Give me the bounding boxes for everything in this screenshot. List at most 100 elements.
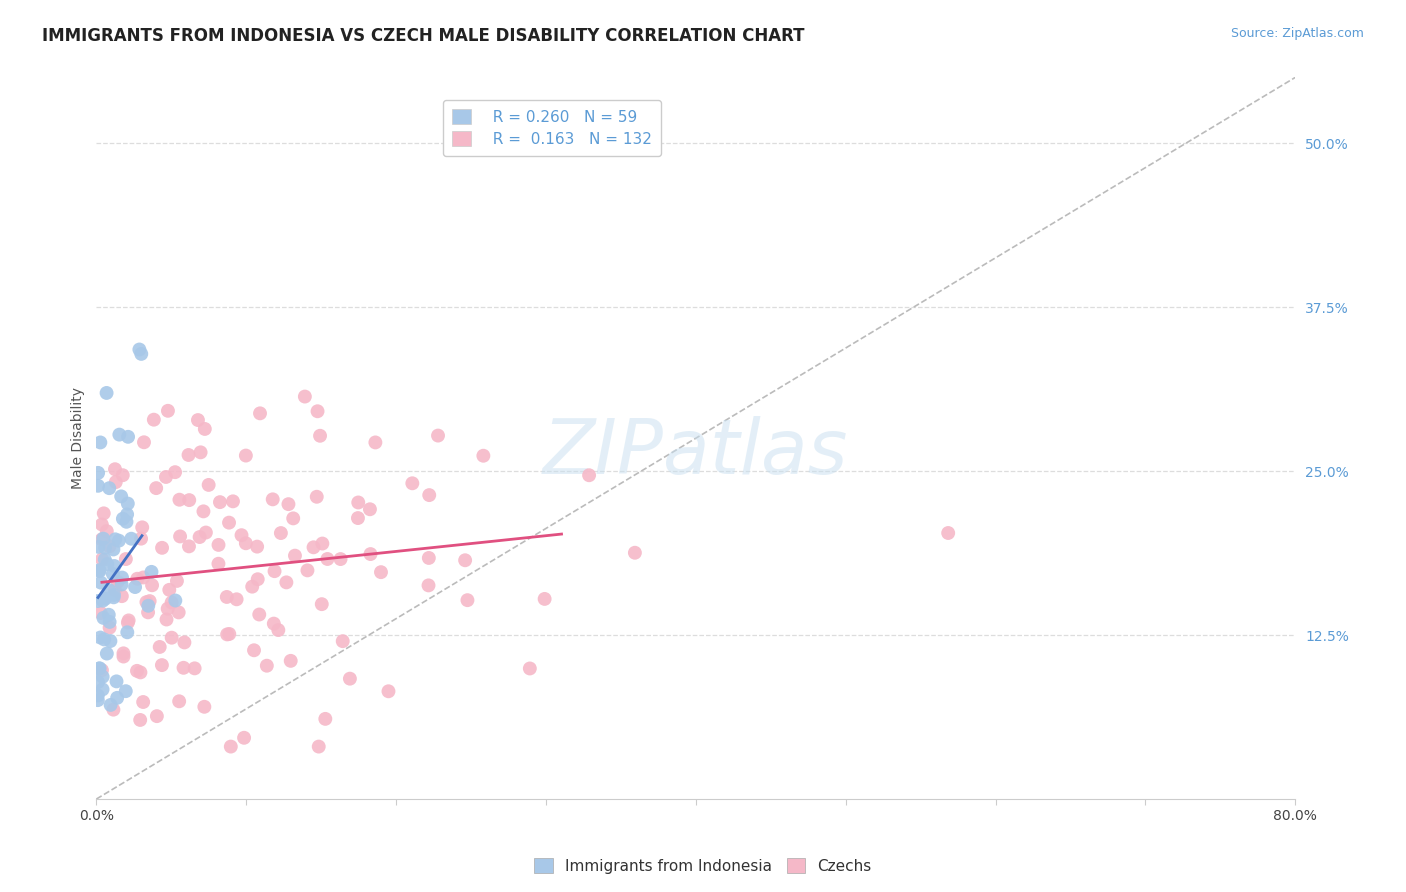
Point [87, 479, 110, 493]
Point [89, 563, 111, 577]
Point [87, 689, 110, 703]
Point [125, 664, 148, 678]
Point [94, 552, 117, 566]
Point [104, 533, 127, 547]
Point [112, 649, 135, 664]
Point [160, 595, 183, 609]
Point [157, 582, 180, 597]
Point [454, 553, 477, 567]
Point [96, 524, 118, 538]
Point [233, 731, 256, 745]
Point [207, 538, 229, 552]
Point [117, 430, 139, 444]
Point [194, 422, 217, 436]
Point [89, 661, 111, 675]
Point [222, 494, 245, 508]
Point [131, 520, 153, 534]
Point [519, 661, 541, 675]
Point [100, 634, 122, 648]
Point [243, 643, 266, 657]
Point [194, 525, 217, 540]
Point [179, 493, 201, 508]
Point [276, 575, 298, 590]
Point [150, 658, 173, 673]
Text: Source: ZipAtlas.com: Source: ZipAtlas.com [1230, 27, 1364, 40]
Point [294, 390, 316, 404]
Point [219, 739, 242, 754]
Point [91, 682, 114, 697]
Point [166, 574, 188, 588]
Point [132, 435, 155, 450]
Point [104, 475, 127, 489]
Point [98, 615, 121, 629]
Point [110, 490, 132, 504]
Point [262, 492, 284, 507]
Point [110, 577, 132, 591]
Point [215, 590, 238, 604]
Point [89, 564, 111, 578]
Point [246, 540, 269, 554]
Point [177, 540, 200, 554]
Point [98, 481, 121, 495]
Point [98, 539, 121, 553]
Point [329, 552, 352, 566]
Point [100, 698, 122, 712]
Point [263, 564, 285, 578]
Point [93, 611, 115, 625]
Point [87, 466, 110, 480]
Point [96, 557, 118, 571]
Point [114, 684, 136, 698]
Point [111, 570, 134, 584]
Point [177, 448, 200, 462]
Point [218, 627, 240, 641]
Point [359, 502, 381, 516]
Point [103, 703, 125, 717]
Point [111, 589, 134, 603]
Point [316, 552, 339, 566]
Point [231, 528, 253, 542]
Text: IMMIGRANTS FROM INDONESIA VS CZECH MALE DISABILITY CORRELATION CHART: IMMIGRANTS FROM INDONESIA VS CZECH MALE … [42, 27, 804, 45]
Point [235, 536, 257, 550]
Point [120, 532, 142, 546]
Point [94, 541, 117, 555]
Point [311, 536, 333, 550]
Point [98, 621, 121, 635]
Point [167, 694, 190, 708]
Point [138, 594, 160, 608]
Point [456, 593, 478, 607]
Point [156, 404, 179, 418]
Point [283, 511, 305, 525]
Point [103, 559, 125, 574]
Point [193, 504, 215, 518]
Point [105, 690, 128, 705]
Point [347, 495, 370, 509]
Point [297, 563, 319, 577]
Point [128, 343, 150, 357]
Point [235, 449, 257, 463]
Point [132, 695, 155, 709]
Point [302, 541, 325, 555]
Point [427, 428, 450, 442]
Point [97, 607, 120, 622]
Point [267, 623, 290, 637]
Point [418, 551, 440, 566]
Point [87, 675, 110, 690]
Point [117, 615, 139, 630]
Point [309, 429, 332, 443]
Point [173, 635, 195, 649]
Point [94, 591, 117, 606]
Point [314, 712, 336, 726]
Point [360, 547, 382, 561]
Point [240, 580, 263, 594]
Point [277, 497, 299, 511]
Point [208, 495, 231, 509]
Point [108, 533, 131, 548]
Point [96, 647, 118, 661]
Point [93, 507, 115, 521]
Point [145, 481, 167, 495]
Point [249, 406, 271, 420]
Point [364, 435, 387, 450]
Point [150, 541, 173, 555]
Point [339, 672, 361, 686]
Point [136, 605, 159, 619]
